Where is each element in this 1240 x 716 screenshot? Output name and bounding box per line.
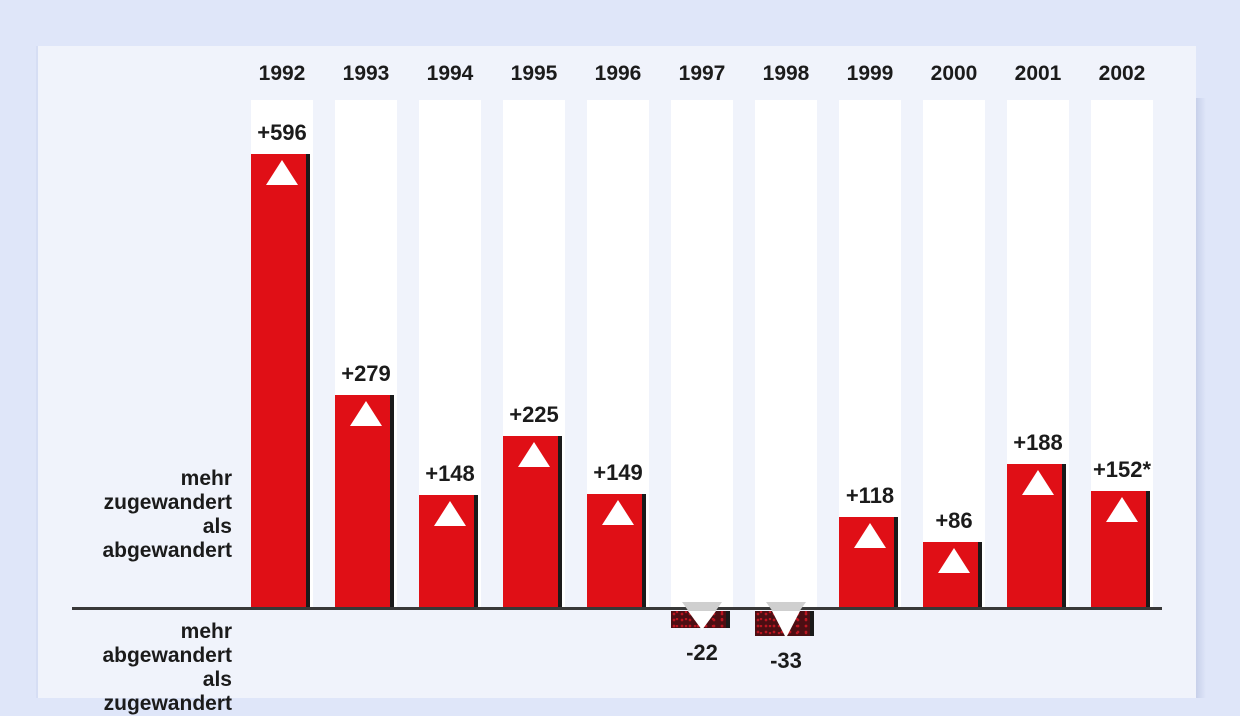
year-label-1996: 1996 [594,62,642,85]
value-label-1997: -22 [686,640,718,665]
value-label-1995: +225 [509,402,559,427]
bar-1992 [251,154,310,607]
triangle-up-icon [518,442,550,467]
triangle-down-icon [772,611,800,638]
triangle-up-icon [434,501,466,526]
value-label-1993: +279 [341,361,391,386]
year-label-2001: 2001 [1014,62,1062,85]
year-label-2002: 2002 [1098,62,1146,85]
year-label-1998: 1998 [762,62,810,85]
value-label-1992: +596 [257,120,307,145]
column-band-2000 [923,100,985,607]
column-band-1997 [671,100,733,607]
triangle-up-icon [854,523,886,548]
triangle-up-icon [350,401,382,426]
triangle-cap [682,602,722,611]
triangle-up-icon [602,500,634,525]
column-band-1998 [755,100,817,607]
triangle-up-icon [266,160,298,185]
year-label-1993: 1993 [342,62,390,85]
year-label-1994: 1994 [426,62,474,85]
year-label-2000: 2000 [930,62,978,85]
year-label-1997: 1997 [678,62,726,85]
year-label-1992: 1992 [258,62,306,85]
value-label-1996: +149 [593,460,643,485]
triangle-up-icon [1106,497,1138,522]
positive-axis-label: mehr zugewandert als abgewandert [102,467,232,562]
year-label-1999: 1999 [846,62,894,85]
triangle-up-icon [1022,470,1054,495]
value-label-2000: +86 [935,508,973,533]
triangle-cap [766,602,806,611]
value-label-1999: +118 [845,483,895,508]
page: { "chart_data": { "type": "bar", "catego… [36,46,1206,715]
bar-1993 [335,395,394,607]
negative-axis-label: mehr abgewandert als zugewandert [102,620,232,715]
value-label-1994: +148 [425,461,475,486]
value-label-1998: -33 [770,648,802,673]
value-label-2001: +188 [1013,430,1063,455]
triangle-up-icon [938,548,970,573]
value-label-2002: +152* [1092,457,1152,482]
bar-2001 [1007,464,1066,607]
zero-baseline [72,607,1162,610]
triangle-down-icon [688,611,716,630]
year-label-1995: 1995 [510,62,558,85]
